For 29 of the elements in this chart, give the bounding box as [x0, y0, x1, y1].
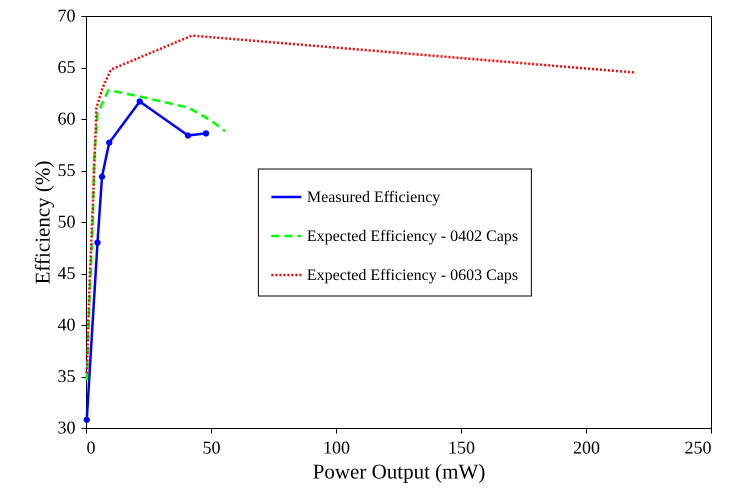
- y-tick-label: 45: [58, 263, 76, 283]
- point: [202, 130, 210, 137]
- legend-label: Measured Efficiency: [306, 188, 440, 206]
- y-tick-label: 50: [58, 212, 76, 232]
- y-tick-label: 35: [58, 366, 76, 386]
- point: [98, 174, 106, 180]
- x-axis-title: Power Output (mW): [312, 460, 486, 484]
- y-tick-label: 65: [58, 57, 76, 77]
- y-tick-label: 55: [58, 160, 76, 180]
- legend-label: Expected Efficiency - 0603 Caps: [306, 266, 518, 284]
- x-tick-label: 100: [323, 438, 350, 458]
- y-tick-label: 60: [58, 108, 76, 128]
- point: [106, 140, 112, 146]
- x-tick-label: 150: [448, 438, 475, 458]
- point: [184, 132, 192, 139]
- x-tick-label: 0: [86, 438, 96, 458]
- legend-label: Expected Efficiency - 0402 Caps: [306, 228, 518, 245]
- x-tick-label: 50: [202, 438, 220, 458]
- x-tick-label: 250: [684, 438, 712, 458]
- line-series: [86, 34, 638, 375]
- point: [84, 416, 90, 423]
- y-tick-label: 40: [58, 314, 76, 334]
- point: [94, 239, 101, 246]
- point: [136, 98, 143, 105]
- line-series: [86, 88, 226, 382]
- y-tick-label: 70: [58, 6, 76, 26]
- y-axis-title: Efficiency (%): [30, 160, 54, 284]
- x-tick-label: 200: [573, 438, 600, 458]
- y-tick-label: 30: [58, 418, 76, 438]
